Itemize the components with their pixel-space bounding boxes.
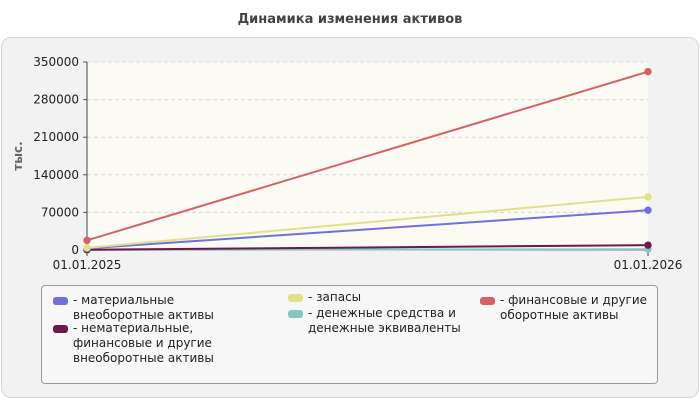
- series-line: [86, 209, 649, 250]
- data-point: [644, 193, 652, 201]
- legend-swatch-financial-current: [480, 297, 495, 305]
- data-point: [644, 67, 652, 76]
- y-tick-label: 70000: [41, 205, 79, 219]
- legend-swatch-intangible: [53, 325, 68, 333]
- y-tick-label: 140000: [33, 168, 79, 182]
- series-line: [86, 70, 649, 242]
- y-tick-label: 350000: [33, 55, 79, 69]
- legend-swatch-material-assets: [53, 297, 68, 305]
- legend-swatch-inventory: [288, 294, 303, 302]
- data-point: [83, 236, 91, 245]
- legend-label-inventory: - запасы: [308, 290, 362, 304]
- y-tick-label: 280000: [33, 93, 79, 107]
- x-tick-label: 01.01.2025: [53, 258, 122, 272]
- y-tick-label: 210000: [33, 130, 79, 144]
- data-point: [83, 244, 91, 252]
- series-line: [86, 195, 649, 249]
- x-tick-label: 01.01.2026: [614, 258, 683, 272]
- y-tick-label: 0: [71, 243, 79, 257]
- data-point: [644, 241, 652, 249]
- legend-label-intangible: - нематериальные, финансовые и другие вн…: [73, 321, 214, 365]
- legend-label-cash: - денежные средства и денежные эквивален…: [308, 306, 461, 335]
- chart-title: Динамика изменения активов: [237, 12, 463, 27]
- series-line: [86, 244, 649, 251]
- data-point: [644, 206, 652, 214]
- legend-label-material-assets: - материальные внеоборотные активы: [73, 293, 214, 322]
- legend-label-financial-current: - финансовые и другие оборотные активы: [500, 293, 648, 322]
- legend-swatch-cash: [288, 310, 303, 318]
- legend: - материальные внеоборотные активы - зап…: [41, 285, 658, 384]
- y-axis-label: тыс.: [11, 141, 25, 170]
